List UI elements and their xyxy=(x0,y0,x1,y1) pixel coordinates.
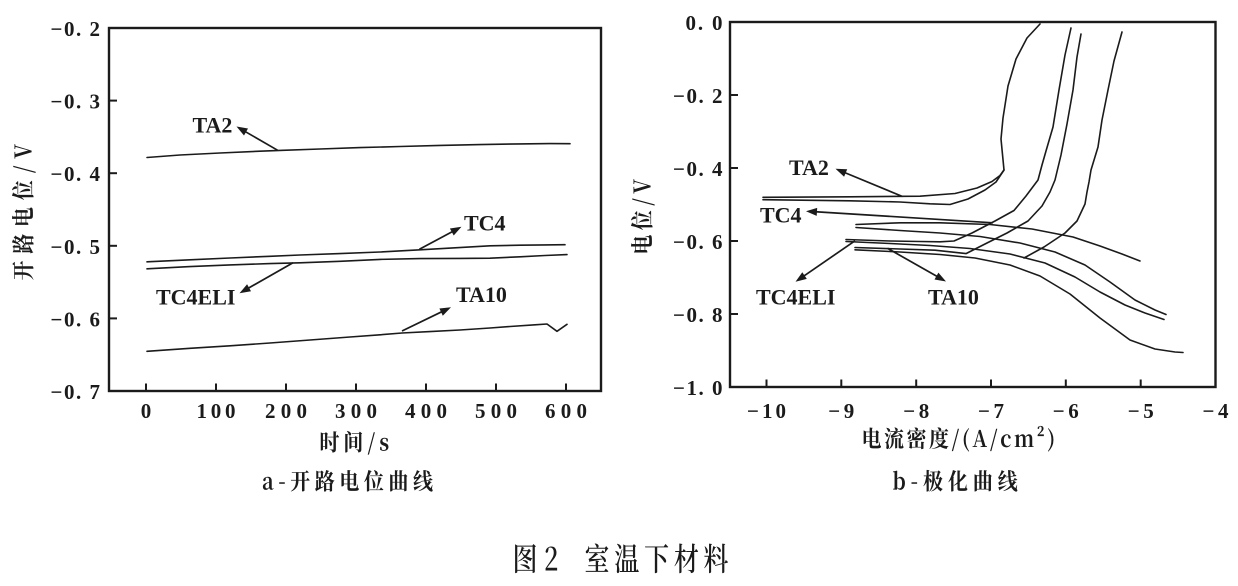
svg-text:TC4ELI: TC4ELI xyxy=(156,285,235,310)
svg-text:−1. 0: −1. 0 xyxy=(673,376,723,400)
svg-text:400: 400 xyxy=(405,399,447,423)
svg-text:200: 200 xyxy=(265,399,307,423)
svg-text:−0. 6: −0. 6 xyxy=(673,230,723,254)
svg-text:−0. 4: −0. 4 xyxy=(673,157,723,181)
svg-text:−0. 2: −0. 2 xyxy=(51,17,101,41)
svg-text:600: 600 xyxy=(545,399,587,423)
svg-text:TA2: TA2 xyxy=(193,113,233,138)
svg-text:500: 500 xyxy=(475,399,517,423)
svg-text:0: 0 xyxy=(141,399,152,423)
svg-text:−0. 3: −0. 3 xyxy=(51,90,101,114)
svg-text:TA2: TA2 xyxy=(789,155,829,180)
svg-text:−0. 4: −0. 4 xyxy=(51,162,101,186)
svg-text:TA10: TA10 xyxy=(456,282,507,307)
svg-text:−0. 8: −0. 8 xyxy=(673,303,723,327)
svg-text:TC4ELI: TC4ELI xyxy=(756,285,835,310)
svg-text:TA10: TA10 xyxy=(928,285,979,310)
svg-text:−0. 5: −0. 5 xyxy=(51,235,101,259)
svg-text:TC4: TC4 xyxy=(760,203,802,228)
svg-text:−0. 2: −0. 2 xyxy=(673,84,723,108)
svg-text:0. 0: 0. 0 xyxy=(686,11,723,35)
svg-text:−10: −10 xyxy=(747,399,786,423)
svg-text:100: 100 xyxy=(197,399,236,423)
svg-text:−0. 7: −0. 7 xyxy=(51,380,101,404)
svg-text:TC4: TC4 xyxy=(464,211,506,236)
svg-text:300: 300 xyxy=(335,399,377,423)
svg-text:−0. 6: −0. 6 xyxy=(51,307,101,331)
